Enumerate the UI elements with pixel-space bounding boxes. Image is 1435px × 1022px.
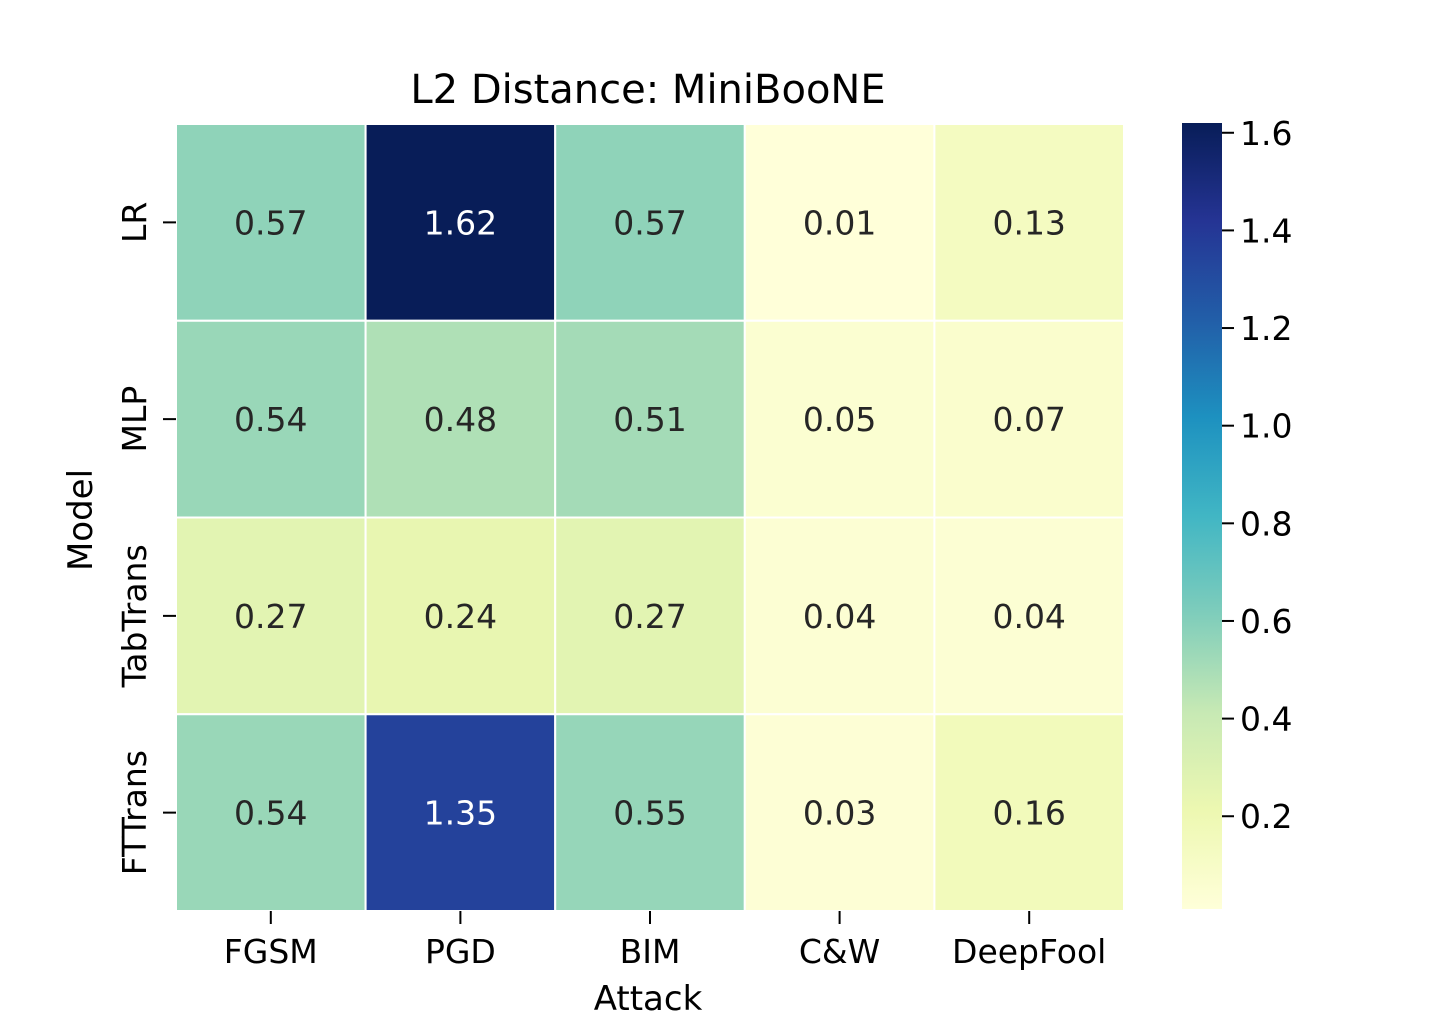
y-tick-label: LR xyxy=(115,202,154,243)
cell-value-label: 0.57 xyxy=(613,203,686,242)
colorbar-tick-label: 0.8 xyxy=(1240,504,1292,543)
heatmap-cell xyxy=(364,123,557,322)
colorbar-tick-label: 0.2 xyxy=(1240,797,1292,836)
heatmap-cell xyxy=(554,516,746,716)
cell-value-label: 0.05 xyxy=(803,400,876,439)
heatmap-cell xyxy=(554,319,746,519)
heatmap-cell xyxy=(554,123,746,322)
x-tick-label: C&W xyxy=(799,932,880,971)
cell-value-label: 0.51 xyxy=(613,400,686,439)
y-tick-label: TabTrans xyxy=(115,544,154,688)
heatmap-cell xyxy=(933,319,1126,519)
y-axis-label: Model xyxy=(61,469,101,571)
x-tick-label: BIM xyxy=(620,932,681,971)
colorbar-tick-label: 0.4 xyxy=(1240,700,1292,739)
colorbar-tick-label: 1.6 xyxy=(1240,114,1292,153)
colorbar-tick-label: 1.0 xyxy=(1240,407,1292,446)
cell-value-label: 0.03 xyxy=(803,794,876,833)
x-tick-label: DeepFool xyxy=(952,932,1106,971)
cell-value-label: 0.54 xyxy=(234,794,307,833)
colorbar-tick-label: 1.2 xyxy=(1240,309,1292,348)
heatmap-cell xyxy=(175,319,367,519)
y-tick-label: FTTrans xyxy=(115,750,154,875)
cell-value-label: 0.24 xyxy=(424,597,497,636)
cell-value-label: 0.48 xyxy=(424,400,497,439)
cell-value-label: 0.04 xyxy=(992,597,1065,636)
y-tick-label: MLP xyxy=(115,386,154,453)
x-axis-label: Attack xyxy=(594,979,703,1019)
cell-value-label: 0.13 xyxy=(992,203,1065,242)
x-tick-label: FGSM xyxy=(224,932,318,971)
cell-value-label: 0.54 xyxy=(234,400,307,439)
x-axis-ticks: FGSM PGD BIM C&W DeepFool xyxy=(224,911,1106,971)
cell-value-label: 0.07 xyxy=(992,400,1065,439)
heatmap-cell xyxy=(175,123,367,322)
heatmap-cells xyxy=(175,123,1126,912)
colorbar-ticks: 0.2 0.4 0.6 0.8 1.0 1.2 1.4 1.6 xyxy=(1222,114,1292,836)
chart-title: L2 Distance: MiniBooNE xyxy=(410,67,885,113)
cell-value-label: 1.35 xyxy=(424,794,497,833)
heatmap-cell xyxy=(743,713,936,912)
colorbar xyxy=(1182,123,1222,909)
heatmap-cell xyxy=(933,713,1126,912)
cell-value-label: 0.27 xyxy=(234,597,307,636)
colorbar-tick-label: 0.6 xyxy=(1240,602,1292,641)
cell-value-label: 0.16 xyxy=(992,794,1065,833)
cell-value-label: 0.55 xyxy=(613,794,686,833)
cell-value-label: 0.27 xyxy=(613,597,686,636)
cell-annotations: 0.57 1.62 0.57 0.01 0.13 0.54 0.48 0.51 0.05 0.07… xyxy=(234,203,1066,832)
heatmap-cell xyxy=(743,123,936,322)
x-tick-label: PGD xyxy=(425,932,496,971)
cell-value-label: 0.57 xyxy=(234,203,307,242)
heatmap-cell xyxy=(743,516,936,716)
heatmap-cell xyxy=(364,713,557,912)
cell-value-label: 0.01 xyxy=(803,203,876,242)
colorbar-tick-label: 1.4 xyxy=(1240,211,1292,250)
y-axis-ticks: LR MLP TabTrans FTTrans xyxy=(115,202,176,875)
heatmap-cell xyxy=(933,516,1126,716)
cell-value-label: 1.62 xyxy=(424,203,497,242)
heatmap-cell xyxy=(554,713,746,912)
cell-value-label: 0.04 xyxy=(803,597,876,636)
heatmap-cell xyxy=(933,123,1126,322)
heatmap-cell xyxy=(364,516,557,716)
